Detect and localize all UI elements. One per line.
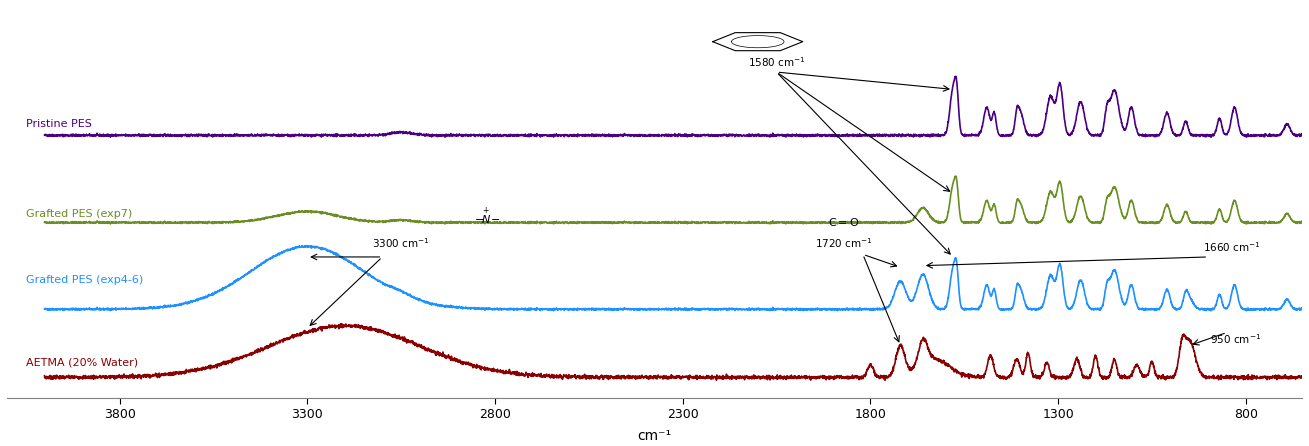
X-axis label: cm⁻¹: cm⁻¹ <box>637 429 672 443</box>
Text: 1720 cm$^{-1}$: 1720 cm$^{-1}$ <box>816 236 873 250</box>
Text: $-\!\overset{+}{N}\!-$: $-\!\overset{+}{N}\!-$ <box>474 206 500 227</box>
Text: AETMA (20% Water): AETMA (20% Water) <box>26 358 137 368</box>
Text: 1660 cm$^{-1}$: 1660 cm$^{-1}$ <box>1203 240 1261 254</box>
Text: Grafted PES (exp7): Grafted PES (exp7) <box>26 209 132 219</box>
Text: Grafted PES (exp4-6): Grafted PES (exp4-6) <box>26 275 143 285</box>
Text: 1580 cm$^{-1}$: 1580 cm$^{-1}$ <box>747 56 805 70</box>
Text: 3300 cm$^{-1}$: 3300 cm$^{-1}$ <box>372 236 429 250</box>
Text: Pristine PES: Pristine PES <box>26 119 92 129</box>
Text: $\mathrm{C=O}$: $\mathrm{C=O}$ <box>829 216 860 228</box>
Text: 950 cm$^{-1}$: 950 cm$^{-1}$ <box>1210 332 1261 346</box>
